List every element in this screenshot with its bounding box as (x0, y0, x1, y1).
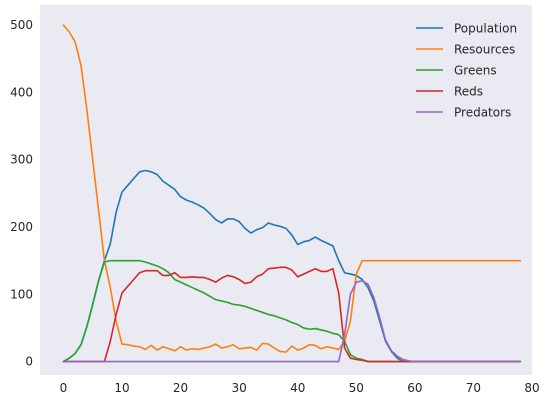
legend-label-greens: Greens (454, 64, 497, 78)
series-line-predators (62, 280, 522, 363)
y-tick-label: 400 (10, 85, 33, 99)
legend-label-population: Population (454, 22, 517, 36)
x-tick-label: 70 (466, 381, 481, 395)
series-lines (62, 24, 522, 363)
x-tick-label: 80 (524, 381, 539, 395)
legend-label-resources: Resources (454, 43, 515, 57)
series-line-resources (62, 24, 522, 353)
plot-area (40, 5, 532, 375)
x-tick-label: 10 (114, 381, 129, 395)
x-tick-label: 30 (232, 381, 247, 395)
y-axis-ticks: 0 100 200 300 400 500 (10, 18, 33, 368)
y-tick-label: 500 (10, 18, 33, 32)
y-tick-label: 100 (10, 287, 33, 301)
x-axis-ticks: 0 10 20 30 40 50 60 70 80 (60, 381, 540, 395)
y-tick-label: 200 (10, 220, 33, 234)
legend: Population Resources Greens Reds Predators (416, 22, 517, 120)
y-tick-label: 300 (10, 153, 33, 167)
x-tick-label: 20 (173, 381, 188, 395)
x-tick-label: 60 (407, 381, 422, 395)
legend-label-reds: Reds (454, 85, 483, 99)
legend-label-predators: Predators (454, 106, 511, 120)
y-tick-label: 0 (25, 355, 33, 369)
x-tick-label: 40 (290, 381, 305, 395)
x-tick-label: 0 (60, 381, 68, 395)
x-tick-label: 50 (349, 381, 364, 395)
